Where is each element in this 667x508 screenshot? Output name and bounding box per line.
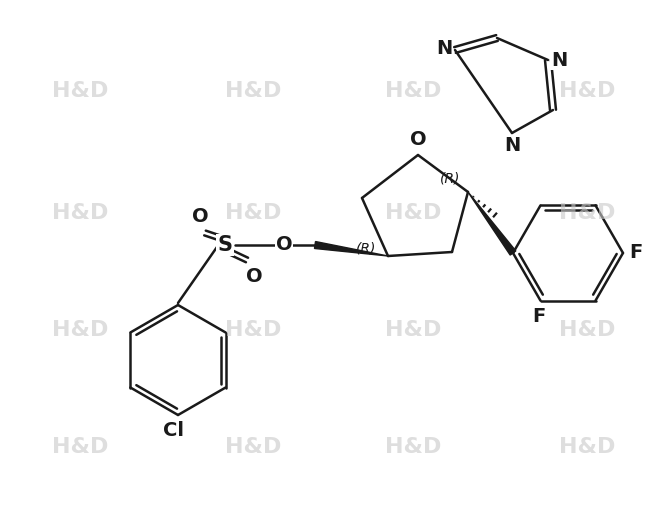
Text: H&D: H&D [52, 81, 108, 102]
Text: H&D: H&D [225, 203, 281, 224]
Text: H&D: H&D [52, 320, 108, 340]
Text: F: F [629, 243, 642, 263]
Text: H&D: H&D [52, 203, 108, 224]
Text: F: F [532, 307, 545, 326]
Text: O: O [275, 236, 292, 255]
Polygon shape [314, 241, 388, 256]
Text: (R): (R) [440, 171, 460, 185]
Text: O: O [245, 267, 262, 286]
Text: O: O [410, 130, 426, 149]
Text: H&D: H&D [559, 437, 615, 457]
Text: O: O [191, 207, 208, 226]
Text: H&D: H&D [225, 81, 281, 102]
Polygon shape [468, 192, 516, 255]
Text: (R): (R) [356, 241, 376, 255]
Text: N: N [436, 39, 452, 57]
Text: H&D: H&D [225, 320, 281, 340]
Text: N: N [504, 136, 520, 155]
Text: H&D: H&D [386, 437, 442, 457]
Text: H&D: H&D [559, 320, 615, 340]
Text: H&D: H&D [52, 437, 108, 457]
Text: Cl: Cl [163, 421, 183, 440]
Text: N: N [551, 50, 567, 70]
Text: H&D: H&D [559, 81, 615, 102]
Text: S: S [217, 235, 233, 255]
Text: H&D: H&D [386, 320, 442, 340]
Text: H&D: H&D [386, 203, 442, 224]
Text: H&D: H&D [225, 437, 281, 457]
Text: H&D: H&D [559, 203, 615, 224]
Text: H&D: H&D [386, 81, 442, 102]
